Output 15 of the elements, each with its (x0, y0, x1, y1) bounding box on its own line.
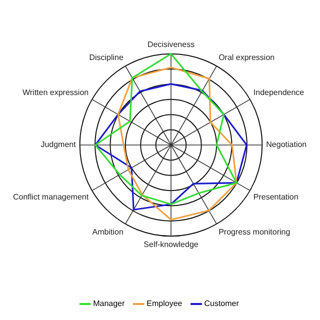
spoke-label: Independence (253, 88, 305, 97)
spoke-label: Oral expression (218, 52, 275, 62)
legend-label: Employee (146, 299, 183, 308)
spoke-label: Decisiveness (147, 40, 195, 50)
spoke-label: Judgment (40, 140, 77, 150)
spoke-label: Self-knowledge (144, 240, 199, 250)
spoke-label: Presentation (253, 192, 298, 202)
spoke-label: Written expression (22, 88, 89, 97)
spoke-label: Progress monitoring (218, 227, 290, 236)
legend-label: Manager (93, 299, 125, 308)
spoke-label: Ambition (92, 227, 124, 236)
spoke-label: Negotiation (266, 140, 307, 150)
spoke-label: Conflict management (13, 192, 90, 202)
spoke-label: Discipline (89, 52, 124, 62)
legend-label: Customer (204, 299, 240, 308)
